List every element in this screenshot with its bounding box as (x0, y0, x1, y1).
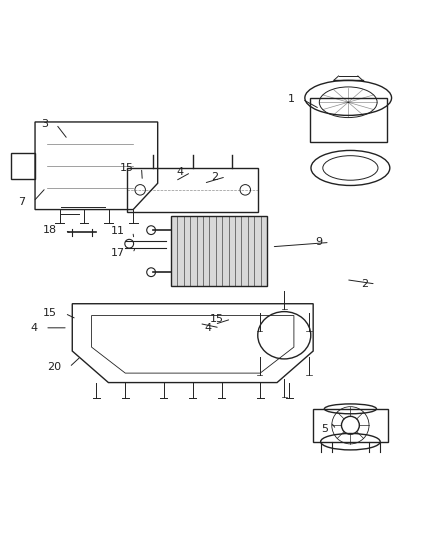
Text: 20: 20 (47, 362, 61, 372)
Text: 15: 15 (120, 163, 134, 173)
Text: 5: 5 (321, 424, 328, 434)
Text: 18: 18 (43, 225, 57, 235)
Text: 4: 4 (30, 323, 37, 333)
Text: 9: 9 (315, 237, 322, 247)
Text: 2: 2 (361, 279, 368, 289)
Text: 15: 15 (209, 314, 223, 324)
Bar (313, 409, 388, 442)
Text: 3: 3 (41, 119, 48, 129)
Bar (127, 168, 258, 212)
Bar (171, 216, 267, 286)
Text: 1: 1 (287, 94, 294, 104)
Text: 2: 2 (211, 172, 218, 182)
Text: 17: 17 (111, 248, 125, 259)
Text: 15: 15 (43, 309, 57, 318)
Bar (310, 98, 387, 142)
Text: 4: 4 (205, 323, 212, 333)
Text: 4: 4 (176, 167, 183, 177)
Text: 11: 11 (111, 227, 125, 237)
Text: 7: 7 (18, 197, 25, 207)
